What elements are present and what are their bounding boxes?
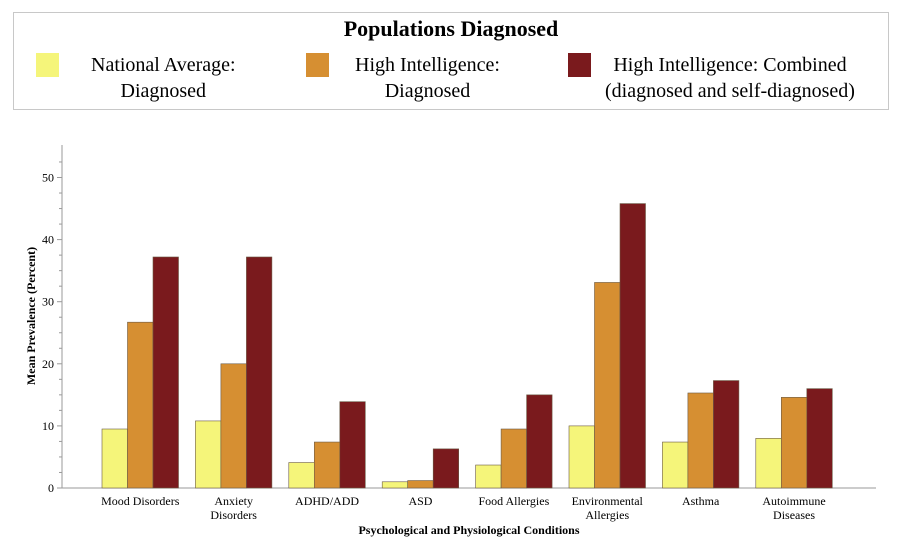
y-tick-label: 0 [48,481,54,495]
bar-national-average [755,438,782,489]
legend-label-high-intelligence-diagnosed: High Intelligence: Diagnosed [355,54,500,102]
legend-item-national-average: National Average: Diagnosed [36,52,236,104]
bar-high-intelligence-combined [432,448,460,489]
x-tick-label: Environmental Allergies [572,494,644,522]
bar-high-intelligence-combined [152,256,179,489]
bar-high-intelligence-combined [713,380,740,489]
bar-high-intelligence-combined [339,401,366,489]
legend-title: Populations Diagnosed [343,16,559,41]
x-tick-label: Asthma [682,494,720,508]
bar-high-intelligence-diagnosed [407,480,434,489]
bar-high-intelligence-diagnosed [313,441,341,489]
x-tick-label: ADHD/ADD [295,494,359,508]
x-tick-label: ASD [408,494,432,508]
x-axis-title: Psychological and Physiological Conditio… [358,523,579,537]
bar-high-intelligence-combined [619,203,646,489]
bar-high-intelligence-combined [526,394,553,489]
x-tick-label: Food Allergies [478,494,549,508]
bar-high-intelligence-diagnosed [687,392,714,489]
y-tick-label: 30 [42,295,54,309]
bar-high-intelligence-diagnosed [780,397,808,489]
x-tick-label: Autoimmune Diseases [762,494,825,522]
bar-national-average [662,441,689,489]
x-tick-label: Mood Disorders [101,494,180,508]
bar-high-intelligence-diagnosed [594,282,621,489]
y-axis-title: Mean Prevalence (Percent) [24,247,38,385]
y-tick-label: 40 [42,233,54,247]
legend-swatch-high-intelligence-diagnosed [306,53,329,77]
y-tick-label: 20 [42,357,54,371]
legend-label-high-intelligence-combined: High Intelligence: Combined (diagnosed a… [605,54,855,102]
bar-high-intelligence-diagnosed [127,321,154,489]
y-tick-label: 50 [42,171,54,185]
bar-national-average [101,428,128,489]
bar-high-intelligence-diagnosed [220,363,247,489]
bar-national-average [288,462,315,489]
x-tick-label: Anxiety Disorders [210,494,257,522]
bar-national-average [195,420,222,489]
legend-item-high-intelligence-diagnosed: High Intelligence: Diagnosed [306,52,500,104]
legend: Populations Diagnosed National Average: … [13,12,889,110]
legend-swatch-national-average [36,53,59,77]
y-tick-label: 10 [42,419,54,433]
bar-national-average [475,464,502,489]
bar-national-average [381,481,409,489]
legend-item-high-intelligence-combined: High Intelligence: Combined (diagnosed a… [568,52,855,104]
bar-high-intelligence-combined [806,388,833,489]
bar-high-intelligence-combined [246,256,273,489]
legend-label-national-average: National Average: Diagnosed [91,54,236,102]
bar-national-average [568,425,595,489]
bar-high-intelligence-diagnosed [500,428,527,489]
legend-swatch-high-intelligence-combined [568,53,591,77]
